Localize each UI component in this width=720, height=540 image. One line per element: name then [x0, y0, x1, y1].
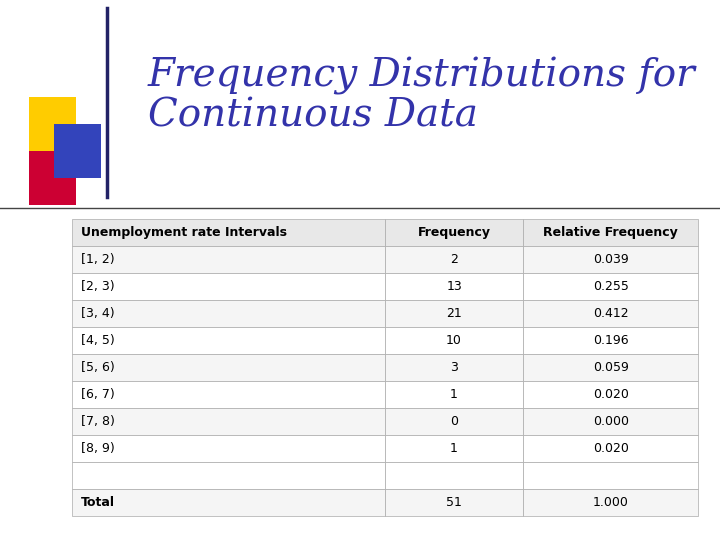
Text: 1: 1 [450, 388, 458, 401]
Text: [2, 3): [2, 3) [81, 280, 114, 293]
Text: Total: Total [81, 496, 114, 509]
Text: Frequency Distributions for: Frequency Distributions for [148, 57, 696, 94]
Text: [1, 2): [1, 2) [81, 253, 114, 266]
Text: 13: 13 [446, 280, 462, 293]
Text: Unemployment rate Intervals: Unemployment rate Intervals [81, 226, 287, 239]
Text: 0.412: 0.412 [593, 307, 629, 320]
Text: Relative Frequency: Relative Frequency [544, 226, 678, 239]
Text: [6, 7): [6, 7) [81, 388, 114, 401]
Text: [7, 8): [7, 8) [81, 415, 114, 428]
Text: 21: 21 [446, 307, 462, 320]
Text: [8, 9): [8, 9) [81, 442, 114, 455]
Text: 0.255: 0.255 [593, 280, 629, 293]
Text: [5, 6): [5, 6) [81, 361, 114, 374]
Text: 0.020: 0.020 [593, 442, 629, 455]
Text: 0.020: 0.020 [593, 388, 629, 401]
Text: 3: 3 [450, 361, 458, 374]
Text: 10: 10 [446, 334, 462, 347]
Text: 0.000: 0.000 [593, 415, 629, 428]
Text: Continuous Data: Continuous Data [148, 97, 477, 134]
Text: [3, 4): [3, 4) [81, 307, 114, 320]
Text: 2: 2 [450, 253, 458, 266]
Text: [4, 5): [4, 5) [81, 334, 114, 347]
Text: 1.000: 1.000 [593, 496, 629, 509]
Text: 1: 1 [450, 442, 458, 455]
Text: 0: 0 [450, 415, 458, 428]
Text: 51: 51 [446, 496, 462, 509]
Text: 0.039: 0.039 [593, 253, 629, 266]
Text: Frequency: Frequency [418, 226, 490, 239]
Text: 0.196: 0.196 [593, 334, 629, 347]
Text: 0.059: 0.059 [593, 361, 629, 374]
